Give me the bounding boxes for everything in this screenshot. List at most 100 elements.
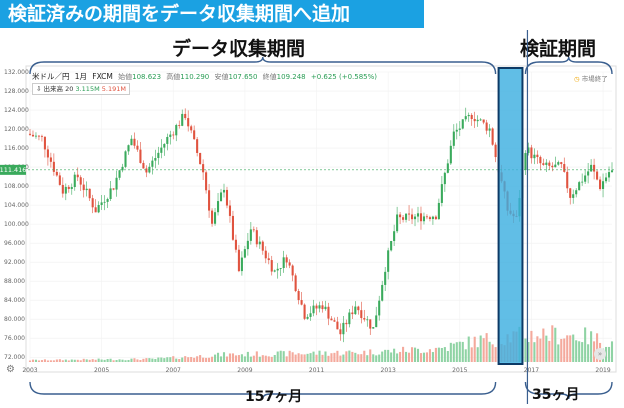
volume-legend-period: 20	[65, 85, 74, 93]
y-tick-label: 100.000	[4, 221, 29, 228]
volume-bar	[554, 327, 557, 362]
volume-bar	[294, 354, 297, 362]
volume-bar	[375, 355, 378, 362]
candle-body	[211, 210, 214, 224]
volume-legend[interactable]: ⇩ 出来高 20 3.115M 5.191M	[32, 83, 130, 95]
volume-bar	[82, 358, 85, 362]
volume-bar	[31, 359, 35, 362]
candle-body	[139, 149, 142, 163]
volume-bar	[270, 356, 273, 362]
candle-body	[587, 171, 590, 176]
highlight-window	[497, 67, 524, 365]
volume-bar	[607, 346, 611, 362]
volume-bar	[581, 342, 584, 362]
x-tick-label: 2005	[94, 367, 109, 374]
candle-body	[419, 213, 423, 222]
volume-bar	[145, 358, 148, 362]
candle-body	[560, 162, 563, 165]
volume-bar	[85, 359, 88, 362]
volume-bar	[261, 355, 264, 362]
volume-bar	[610, 341, 614, 362]
candle-body	[55, 171, 58, 176]
candle-body	[470, 114, 473, 120]
candle-body	[184, 113, 187, 119]
candle-body	[282, 257, 285, 269]
candle-body	[351, 312, 354, 315]
candle-body	[593, 164, 596, 172]
volume-bar	[378, 354, 381, 362]
volume-bar	[124, 360, 127, 362]
volume-bar	[273, 355, 276, 362]
volume-bar	[387, 349, 390, 362]
candle-body	[297, 291, 300, 301]
volume-bar	[428, 349, 431, 362]
candle-body	[566, 171, 569, 189]
volume-bar	[312, 351, 315, 362]
x-tick-label: 2003	[22, 367, 37, 374]
volume-bar	[324, 351, 327, 362]
candle-body	[563, 164, 566, 172]
candle-body	[258, 241, 261, 245]
candle-body	[572, 194, 575, 198]
candle-body	[596, 171, 599, 180]
candle-body	[390, 241, 393, 251]
volume-bar	[264, 355, 267, 362]
volume-bar	[485, 333, 488, 362]
candle-body	[133, 138, 136, 146]
volume-bar	[470, 347, 473, 362]
candle-body	[157, 152, 160, 159]
x-tick-label: 2007	[166, 367, 181, 374]
volume-bar	[446, 351, 449, 362]
candle-body	[222, 189, 226, 193]
volume-bar	[112, 360, 115, 362]
volume-legend-icon: ⇩	[36, 85, 42, 93]
volume-bar	[243, 356, 246, 362]
volume-bar	[604, 346, 608, 362]
volume-bar	[348, 350, 351, 362]
candle-body	[578, 182, 581, 191]
candle-body	[545, 162, 548, 165]
candle-body	[208, 190, 211, 211]
candle-body	[551, 165, 554, 168]
volume-bar	[563, 338, 566, 362]
candle-body	[37, 135, 40, 137]
volume-bar	[249, 356, 252, 362]
volume-bar	[431, 352, 434, 362]
volume-bar	[315, 354, 318, 362]
y-tick-label: 128.000	[4, 88, 29, 95]
scroll-right-icon[interactable]: »	[594, 348, 606, 360]
volume-bar	[551, 325, 554, 362]
candle-body	[602, 181, 605, 189]
close-label: 終値	[262, 73, 277, 81]
y-tick-label: 116.000	[4, 145, 29, 152]
candle-body	[73, 174, 76, 188]
volume-bar	[464, 349, 467, 362]
candle-body	[34, 135, 38, 137]
symbol-label: 米ドル／円	[32, 72, 70, 81]
volume-bar	[67, 360, 70, 362]
candle-body	[402, 217, 405, 220]
y-tick-label: 92.000	[4, 259, 25, 266]
candle-body	[163, 143, 166, 148]
candle-body	[181, 113, 184, 126]
volume-bar	[425, 352, 428, 362]
volume-bar	[148, 358, 151, 362]
candle-body	[43, 136, 46, 150]
candle-body	[124, 151, 127, 167]
candle-body	[533, 154, 536, 159]
volume-bar	[482, 338, 485, 362]
gear-icon[interactable]: ⚙	[6, 364, 15, 375]
candle-body	[452, 131, 455, 146]
candle-body	[396, 214, 399, 232]
verification-period-label: 検証期間	[520, 38, 597, 60]
volume-bar	[539, 338, 542, 362]
candle-body	[106, 198, 109, 202]
candle-body	[387, 250, 390, 272]
volume-bar	[437, 347, 440, 362]
volume-bar	[142, 358, 145, 362]
volume-bar	[237, 355, 240, 362]
candle-body	[363, 318, 366, 320]
candle-body	[599, 179, 602, 189]
volume-bar	[255, 351, 258, 362]
